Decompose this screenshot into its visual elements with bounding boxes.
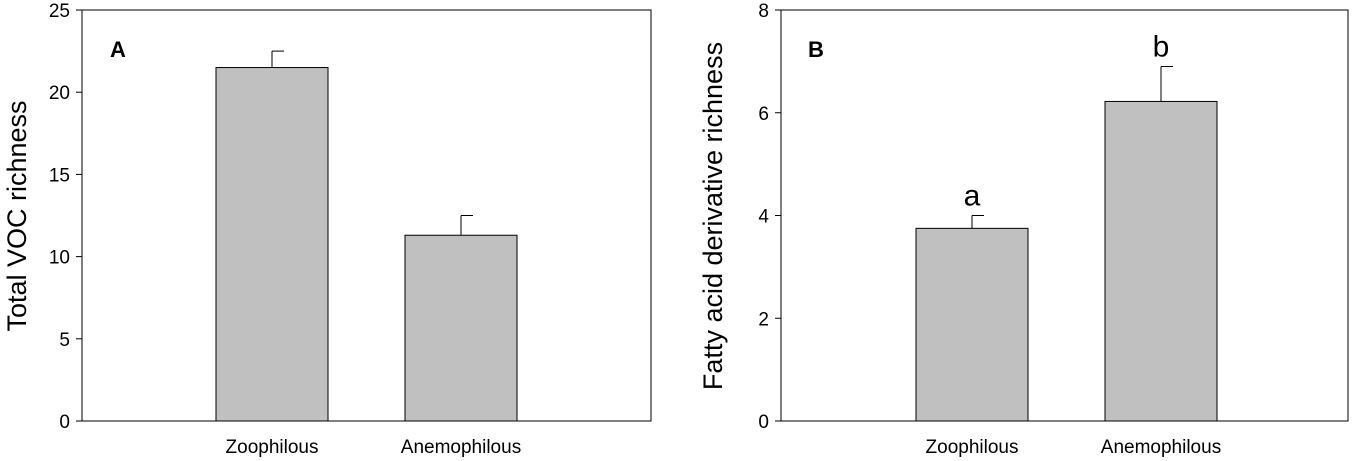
significance-label: a (964, 180, 981, 213)
y-tick-label: 6 (758, 104, 769, 125)
x-tick-label: Zoophilous (926, 437, 1019, 458)
y-tick-label: 0 (59, 412, 70, 433)
y-tick-label: 25 (49, 1, 70, 22)
panel-a: A Total VOC richness 0 5 10 15 20 25 Zoophilou… (2, 1, 652, 458)
y-tick-label: 15 (49, 165, 70, 186)
y-axis-title: Total VOC richness (2, 100, 32, 331)
panel-label: B (808, 37, 824, 62)
y-tick-label: 0 (758, 412, 769, 433)
bar (915, 227, 1029, 422)
y-tick-label: 4 (758, 207, 769, 228)
panel-b: B Fatty acid derivative richness 0 2 4 6 8 Zo… (698, 1, 1349, 458)
x-tick-label: Anemophilous (401, 437, 521, 458)
y-tick-label: 10 (49, 248, 70, 269)
x-tick-label: Anemophilous (1101, 437, 1221, 458)
y-tick-label: 8 (758, 1, 769, 22)
bar (215, 67, 329, 422)
x-tick-label: Zoophilous (226, 437, 319, 458)
y-tick-label: 5 (59, 330, 70, 351)
y-tick-label: 20 (49, 83, 70, 104)
panel-label: A (110, 37, 126, 62)
y-axis-title: Fatty acid derivative richness (698, 42, 728, 390)
bar (1104, 100, 1218, 422)
significance-label: b (1153, 31, 1170, 64)
plot-frame (81, 9, 652, 422)
y-tick-label: 2 (758, 309, 769, 330)
bar (404, 234, 518, 422)
plot-frame (780, 9, 1349, 422)
